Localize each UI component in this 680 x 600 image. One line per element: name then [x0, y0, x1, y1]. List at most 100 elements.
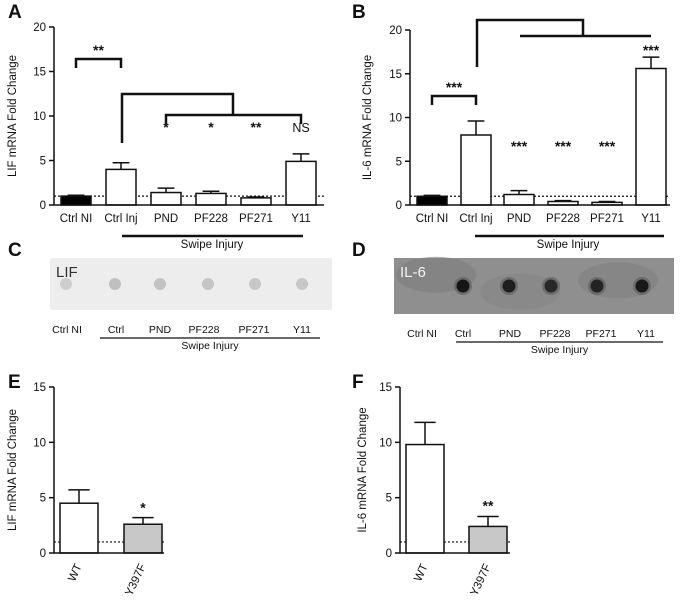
blot-spot: [456, 279, 470, 293]
y-tick-label: 5: [396, 156, 402, 168]
bar: [240, 197, 272, 206]
category-label: PND: [507, 213, 531, 225]
category-label: Ctrl NI: [416, 213, 449, 225]
category-label: WT: [412, 562, 430, 583]
category-label: Y397F: [469, 562, 494, 598]
y-tick-label: 20: [33, 22, 46, 34]
panel-label-d: D: [352, 240, 366, 261]
blot-category-label: PF271: [239, 324, 270, 336]
bar: [195, 192, 227, 206]
y-axis-title: LIF mRNA Fold Change: [7, 409, 19, 531]
blot-category-label: Ctrl NI: [52, 324, 82, 336]
blot-category-label: PF271: [586, 328, 617, 340]
comparison-bracket: [120, 92, 235, 143]
panel-label-c: C: [8, 240, 22, 261]
significance-marker: NS: [292, 121, 309, 135]
blot-spot: [109, 278, 121, 290]
y-tick-label: 5: [40, 156, 46, 168]
y-tick-label: 0: [40, 200, 46, 212]
category-label: PF271: [590, 213, 624, 225]
category-label: Ctrl Inj: [459, 213, 492, 225]
y-tick-label: 20: [389, 25, 402, 37]
chart-panel-a: 0 5 10 15 20 LIF mRNA Fold Change Ctrl NI Ctrl …: [7, 22, 324, 251]
significance-marker: ***: [599, 138, 616, 154]
blot-label: IL-6: [400, 264, 426, 281]
group-label: Swipe Injury: [181, 239, 244, 251]
y-tick-label: 5: [40, 493, 46, 505]
panel-label-b: B: [352, 2, 366, 23]
comparison-bracket: [164, 113, 303, 124]
significance-marker: *: [140, 500, 146, 516]
bar: [123, 523, 163, 554]
category-label: PF271: [239, 213, 273, 225]
blot-category-label: PF228: [540, 328, 571, 340]
significance-marker: *: [208, 119, 214, 135]
bar: [105, 168, 137, 206]
blot-category-label: PND: [499, 328, 522, 340]
blot-category-label: Ctrl NI: [407, 328, 437, 340]
blot-spot: [202, 278, 214, 290]
blot-spot: [635, 279, 649, 293]
blot-category-label: Ctrl: [108, 324, 124, 336]
comparison-bracket: [430, 94, 478, 105]
bracket-significance: ***: [446, 79, 463, 95]
category-label: PND: [154, 213, 178, 225]
bar: [285, 160, 317, 206]
significance-marker: ***: [555, 138, 572, 154]
blot-panel-d: IL-6 Ctrl NI Ctrl PND PF228 PF271 Y11 Swipe Inj…: [394, 256, 674, 356]
blot-category-label: PND: [149, 324, 172, 336]
chart-panel-f: 0 5 10 15 IL-6 mRNA Fold Change WT Y397F **: [357, 382, 510, 598]
blot-spot: [502, 279, 516, 293]
category-label: Ctrl NI: [60, 213, 93, 225]
category-label: WT: [66, 562, 84, 583]
bar: [60, 195, 92, 206]
chart-panel-b: 0 5 10 15 20 IL-6 mRNA Fold Change Ctrl NI Ctrl…: [362, 25, 670, 251]
bar: [460, 134, 492, 206]
bar: [468, 525, 508, 554]
panel-label-e: E: [8, 372, 21, 393]
y-tick-label: 15: [33, 382, 46, 394]
panel-label-f: F: [352, 372, 364, 393]
y-tick-label: 10: [33, 111, 46, 123]
y-tick-label: 0: [386, 548, 392, 560]
y-axis-title: LIF mRNA Fold Change: [7, 55, 19, 177]
blot-spot: [154, 278, 166, 290]
blot-spot: [249, 278, 261, 290]
blot-panel-c: LIF Ctrl NI Ctrl PND PF228 PF271 Y11 Swipe Inju…: [50, 258, 332, 352]
blot-spot: [296, 278, 308, 290]
blot-spot: [60, 278, 72, 290]
blot-label: LIF: [56, 264, 78, 281]
blot-texture: [480, 273, 560, 310]
significance-marker: **: [251, 119, 262, 135]
y-tick-label: 10: [379, 437, 392, 449]
category-label: Y11: [641, 213, 661, 225]
significance-marker: **: [483, 497, 494, 513]
y-tick-label: 15: [389, 69, 402, 81]
group-label: Swipe Injury: [531, 344, 589, 356]
y-tick-label: 5: [386, 493, 392, 505]
y-tick-label: 0: [40, 548, 46, 560]
y-tick-label: 10: [33, 437, 46, 449]
bar: [59, 502, 99, 554]
blot-membrane: [50, 258, 332, 310]
bar: [503, 193, 535, 206]
category-label: PF228: [194, 213, 228, 225]
blot-spot: [590, 279, 604, 293]
category-label: Ctrl Inj: [104, 213, 137, 225]
comparison-bracket: [475, 18, 585, 67]
bar: [416, 195, 448, 206]
significance-marker: *: [163, 119, 169, 135]
y-tick-label: 15: [33, 67, 46, 79]
category-label: Y397F: [124, 562, 149, 598]
bar: [635, 67, 667, 206]
significance-marker: ***: [511, 138, 528, 154]
significance-marker: ***: [643, 42, 660, 58]
bracket-significance: **: [93, 42, 104, 58]
y-tick-label: 0: [396, 200, 402, 212]
comparison-bracket: [74, 57, 123, 68]
bar: [150, 191, 182, 206]
panel-label-a: A: [8, 2, 22, 23]
blot-category-label: PF228: [189, 324, 220, 336]
y-tick-label: 10: [389, 113, 402, 125]
y-axis-title: IL-6 mRNA Fold Change: [357, 407, 369, 532]
